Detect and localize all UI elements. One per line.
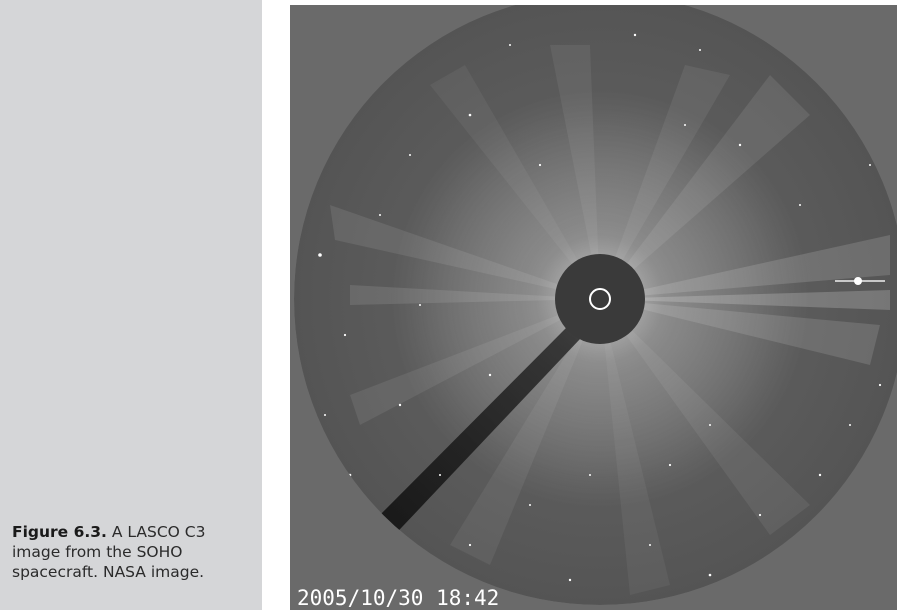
bright-object — [835, 277, 885, 285]
caption-text: A LASCO C3 image from the SOHO spacecraf… — [12, 523, 206, 581]
lasco-c3-image — [290, 5, 897, 610]
coronagraph-image — [290, 5, 897, 610]
sun-outline — [589, 288, 611, 310]
dark-streak — [362, 327, 580, 545]
occulting-disk — [555, 254, 645, 344]
caption-panel: Figure 6.3. A LASCO C3 image from the SO… — [0, 0, 262, 610]
figure-caption: Figure 6.3. A LASCO C3 image from the SO… — [12, 522, 256, 582]
image-timestamp: 2005/10/30 18:42 — [297, 586, 500, 610]
figure-label: Figure 6.3. — [12, 523, 107, 541]
